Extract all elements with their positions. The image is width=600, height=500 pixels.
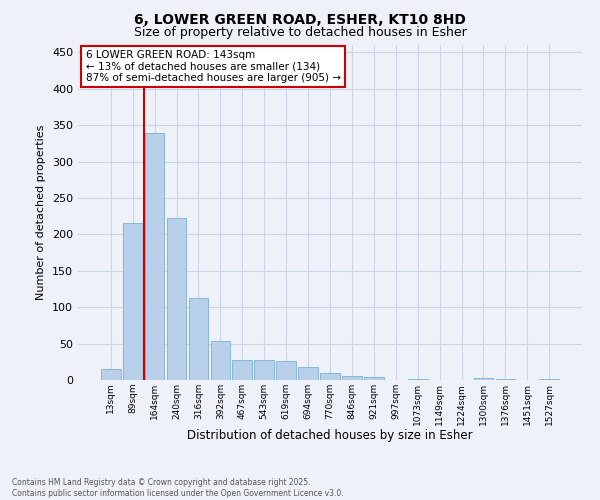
X-axis label: Distribution of detached houses by size in Esher: Distribution of detached houses by size … [187, 429, 473, 442]
Bar [298, 367, 318, 380]
Bar [188, 298, 208, 380]
Bar [123, 222, 143, 380]
Bar [320, 374, 340, 380]
Text: Size of property relative to detached houses in Esher: Size of property relative to detached ho… [134, 26, 466, 39]
Bar [473, 378, 493, 380]
Bar [145, 133, 164, 380]
Bar [254, 360, 274, 380]
Bar [364, 377, 384, 380]
Bar [211, 342, 230, 380]
Bar [232, 360, 252, 380]
Text: 6, LOWER GREEN ROAD, ESHER, KT10 8HD: 6, LOWER GREEN ROAD, ESHER, KT10 8HD [134, 12, 466, 26]
Bar [167, 218, 187, 380]
Bar [539, 378, 559, 380]
Text: Contains HM Land Registry data © Crown copyright and database right 2025.
Contai: Contains HM Land Registry data © Crown c… [12, 478, 344, 498]
Y-axis label: Number of detached properties: Number of detached properties [37, 125, 46, 300]
Bar [276, 361, 296, 380]
Text: 6 LOWER GREEN ROAD: 143sqm
← 13% of detached houses are smaller (134)
87% of sem: 6 LOWER GREEN ROAD: 143sqm ← 13% of deta… [86, 50, 341, 83]
Bar [342, 376, 362, 380]
Bar [101, 369, 121, 380]
